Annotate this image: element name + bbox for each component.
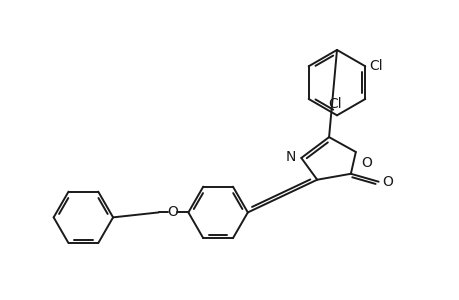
Text: O: O <box>167 206 178 219</box>
Text: Cl: Cl <box>369 59 382 73</box>
Text: O: O <box>382 175 392 189</box>
Text: Cl: Cl <box>327 98 341 111</box>
Text: N: N <box>285 150 296 164</box>
Text: O: O <box>360 156 371 170</box>
